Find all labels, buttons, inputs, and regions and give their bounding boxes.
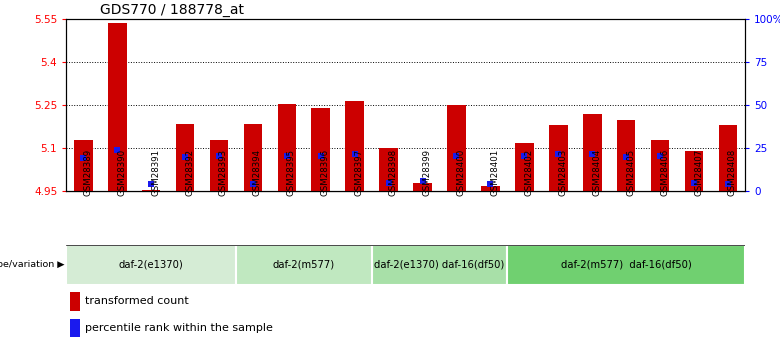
Bar (108, 23, 126, 191)
Bar (210, 140, 229, 191)
Text: GSM28399: GSM28399 (423, 149, 431, 196)
Text: GSM28391: GSM28391 (151, 149, 160, 196)
Text: GSM28406: GSM28406 (660, 148, 669, 196)
Text: GSM28395: GSM28395 (287, 149, 296, 196)
Text: GSM28407: GSM28407 (694, 148, 703, 196)
Bar (278, 104, 296, 191)
Bar (311, 108, 330, 191)
Text: GSM28389: GSM28389 (83, 149, 92, 196)
Text: GSM28401: GSM28401 (491, 148, 499, 196)
Text: GSM28405: GSM28405 (626, 148, 635, 196)
Bar (346, 101, 364, 191)
Text: GSM28403: GSM28403 (558, 148, 567, 196)
Bar (651, 140, 669, 191)
Text: GSM28408: GSM28408 (728, 148, 737, 196)
Bar (447, 105, 466, 191)
Text: genotype/variation ▶: genotype/variation ▶ (0, 260, 65, 269)
Bar (371, 245, 507, 285)
Bar (583, 114, 601, 191)
Text: GSM28398: GSM28398 (388, 149, 398, 196)
Bar (176, 124, 194, 191)
Text: daf-2(m577): daf-2(m577) (273, 260, 335, 270)
Text: GSM28393: GSM28393 (219, 149, 228, 196)
Text: daf-2(m577)  daf-16(df50): daf-2(m577) daf-16(df50) (561, 260, 692, 270)
Bar (515, 142, 534, 191)
Text: transformed count: transformed count (85, 296, 189, 306)
Bar (69, 318, 80, 337)
Text: GSM28404: GSM28404 (592, 148, 601, 196)
Text: GSM28397: GSM28397 (355, 149, 363, 196)
Bar (481, 186, 500, 191)
Text: daf-2(e1370): daf-2(e1370) (119, 260, 183, 270)
Text: daf-2(e1370) daf-16(df50): daf-2(e1370) daf-16(df50) (374, 260, 505, 270)
Bar (413, 183, 432, 191)
Bar (74, 140, 93, 191)
Text: GSM28402: GSM28402 (524, 148, 534, 196)
Text: GSM28390: GSM28390 (117, 149, 126, 196)
Bar (236, 245, 372, 285)
Bar (379, 148, 398, 191)
Bar (549, 125, 568, 191)
Text: percentile rank within the sample: percentile rank within the sample (85, 323, 273, 333)
Bar (69, 292, 80, 310)
Bar (243, 124, 262, 191)
Bar (685, 151, 704, 191)
Text: GSM28392: GSM28392 (185, 149, 194, 196)
Text: GSM28400: GSM28400 (456, 148, 466, 196)
Bar (718, 125, 737, 191)
Text: GSM28394: GSM28394 (253, 149, 262, 196)
Bar (507, 245, 745, 285)
Text: GSM28396: GSM28396 (321, 149, 330, 196)
Bar (142, 190, 161, 191)
Bar (617, 120, 636, 191)
Text: GDS770 / 188778_at: GDS770 / 188778_at (101, 2, 244, 17)
Bar (66, 245, 236, 285)
